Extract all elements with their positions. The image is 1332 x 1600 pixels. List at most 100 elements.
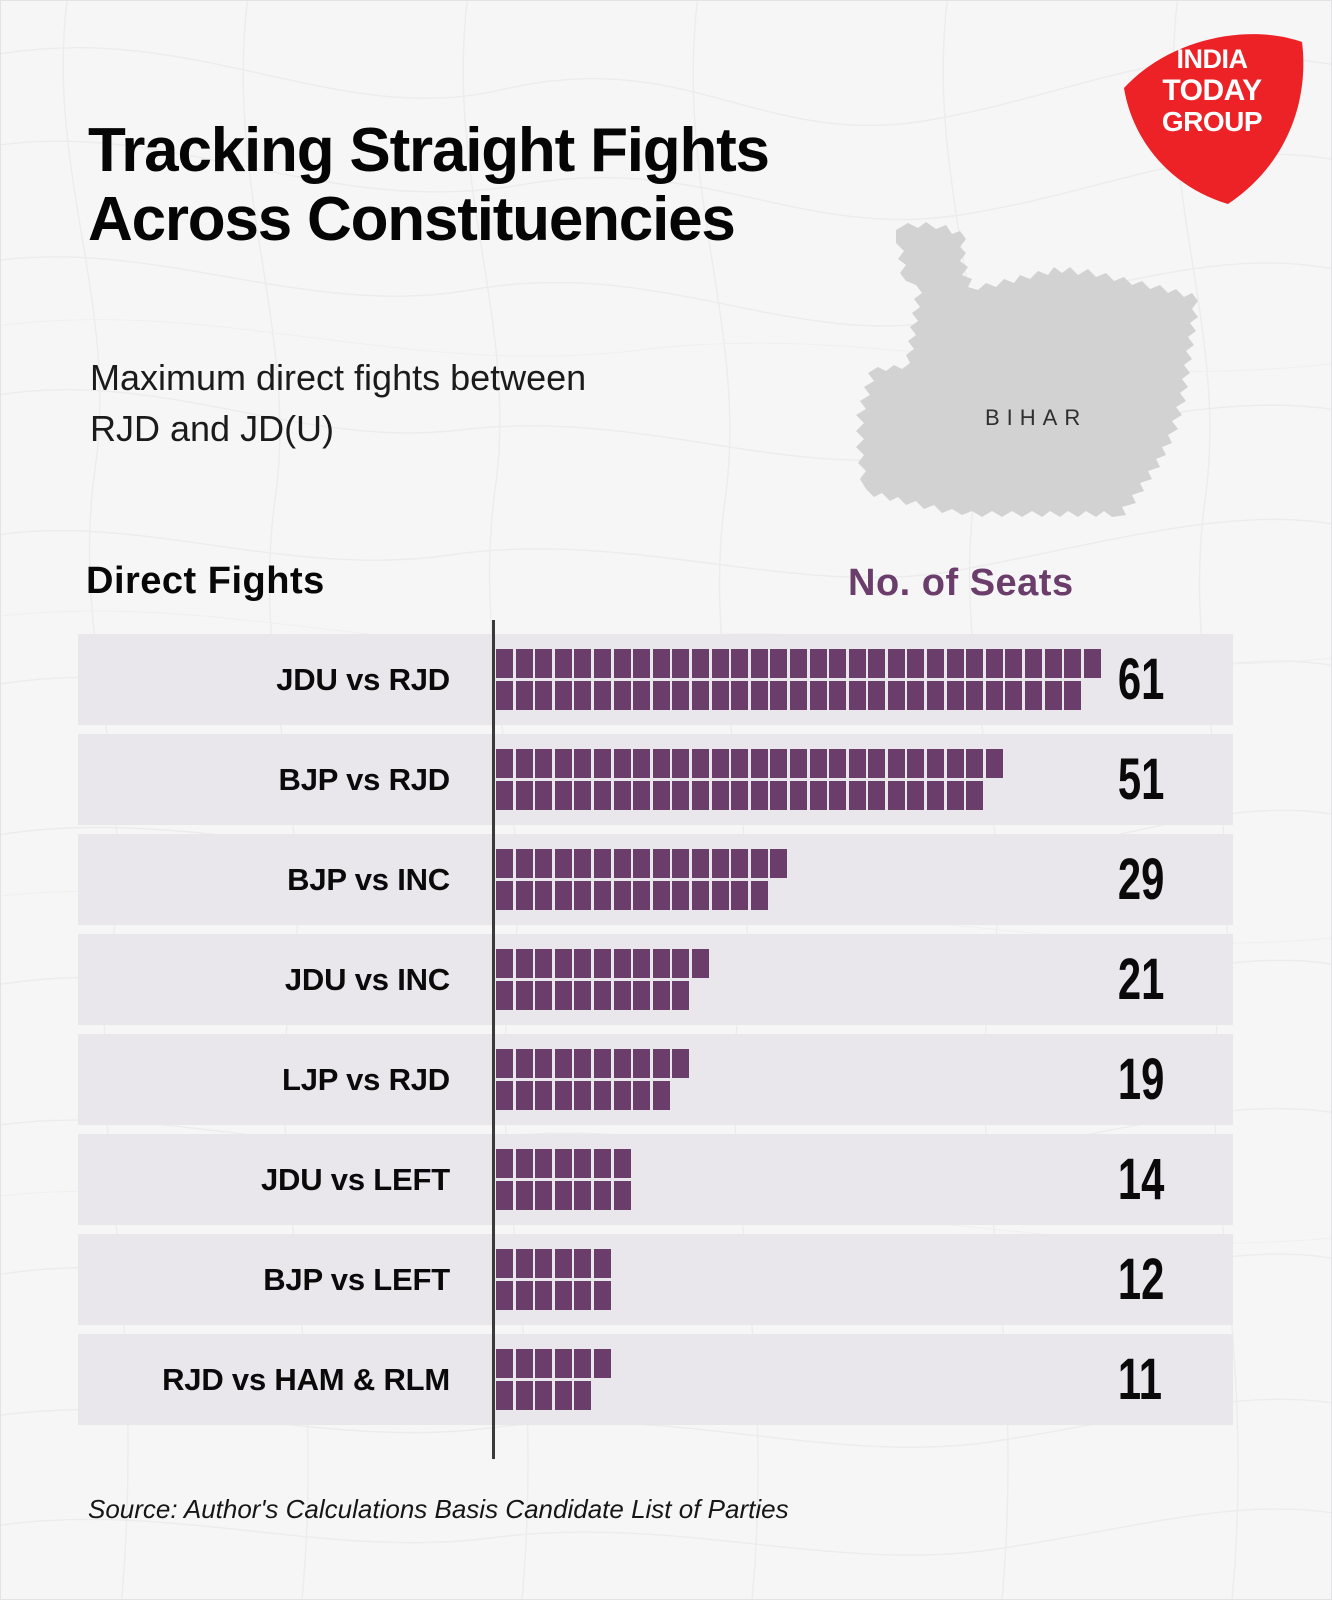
pictogram-square	[809, 681, 827, 710]
pictogram-square	[593, 1149, 611, 1178]
pictogram-square	[633, 781, 651, 810]
pictogram-square	[691, 749, 709, 778]
bihar-map-silhouette	[856, 222, 1198, 517]
pictogram-square	[535, 749, 553, 778]
pictogram-square	[496, 649, 513, 678]
source-note: Source: Author's Calculations Basis Cand…	[88, 1494, 789, 1524]
pictogram-squares	[496, 1249, 611, 1310]
pictogram-square	[574, 1181, 592, 1210]
pictogram-square	[848, 681, 866, 710]
pictogram-square	[496, 1249, 513, 1278]
pictogram-square	[574, 1049, 592, 1078]
pictogram-square	[535, 781, 553, 810]
pictogram-squares	[496, 1149, 631, 1210]
row-label: BJP vs LEFT	[263, 1261, 450, 1297]
pictogram-square	[535, 949, 553, 978]
pictogram-square	[515, 649, 533, 678]
pictogram-square-row	[496, 1349, 611, 1378]
row-value: 19	[1117, 1046, 1165, 1112]
pictogram-square	[593, 1181, 611, 1210]
row-label: JDU vs RJD	[276, 661, 450, 697]
pictogram-square	[496, 1349, 513, 1378]
pictogram-squares	[496, 849, 788, 910]
page-title: Tracking Straight Fights Across Constitu…	[88, 116, 1048, 255]
pictogram-square	[515, 1149, 533, 1178]
row-value: 14	[1117, 1146, 1165, 1212]
pictogram-square	[554, 1281, 572, 1310]
pictogram-square	[652, 881, 670, 910]
pictogram-square	[691, 681, 709, 710]
pictogram-square	[927, 749, 945, 778]
pictogram-square	[515, 949, 533, 978]
column-header-no-of-seats: No. of Seats	[848, 562, 1074, 604]
pictogram-square	[652, 1049, 670, 1078]
pictogram-square	[613, 881, 631, 910]
pictogram-square	[633, 681, 651, 710]
pictogram-square	[574, 1349, 592, 1378]
pictogram-square	[691, 649, 709, 678]
pictogram-square	[633, 649, 651, 678]
pictogram-square	[574, 1381, 592, 1410]
pictogram-square	[829, 749, 847, 778]
pictogram-square	[535, 1281, 553, 1310]
row-label: JDU vs INC	[284, 961, 450, 997]
pictogram-square	[574, 749, 592, 778]
pictogram-square-row	[496, 1281, 611, 1310]
pictogram-square	[554, 749, 572, 778]
pictogram-square	[691, 849, 709, 878]
pictogram-squares	[496, 1349, 611, 1410]
pictogram-square	[672, 749, 690, 778]
pictogram-square	[711, 681, 729, 710]
pictogram-square	[672, 949, 690, 978]
page-subtitle: Maximum direct fights between RJD and JD…	[90, 352, 850, 454]
pictogram-square	[633, 1049, 651, 1078]
pictogram-square	[789, 781, 807, 810]
pictogram-square	[613, 781, 631, 810]
page-title-line-1: Tracking Straight Fights	[88, 116, 770, 185]
pictogram-square	[907, 681, 925, 710]
pictogram-square	[554, 649, 572, 678]
column-header-direct-fights: Direct Fights	[86, 560, 325, 602]
pictogram-square	[633, 981, 651, 1010]
pictogram-square	[535, 1381, 553, 1410]
pictogram-square	[515, 1281, 533, 1310]
page-title-line-2: Across Constituencies	[88, 185, 736, 255]
pictogram-square	[711, 749, 729, 778]
pictogram-square	[750, 881, 768, 910]
pictogram-square	[496, 1081, 513, 1110]
pictogram-square	[868, 781, 886, 810]
row-label: JDU vs LEFT	[260, 1161, 450, 1197]
pictogram-square	[887, 781, 905, 810]
pictogram-square	[809, 749, 827, 778]
pictogram-square	[946, 681, 964, 710]
pictogram-square	[574, 1249, 592, 1278]
pictogram-square	[496, 949, 513, 978]
pictogram-square	[1025, 681, 1043, 710]
pictogram-square	[985, 749, 1003, 778]
pictogram-square	[946, 649, 964, 678]
pictogram-square	[496, 1049, 513, 1078]
vertical-divider	[492, 620, 495, 1459]
pictogram-square	[593, 749, 611, 778]
row-label: LJP vs RJD	[281, 1061, 450, 1097]
pictogram-square	[554, 1081, 572, 1110]
pictogram-square	[554, 1149, 572, 1178]
pictogram-square	[887, 749, 905, 778]
pictogram-square	[613, 849, 631, 878]
pictogram-square	[985, 681, 1003, 710]
pictogram-square	[613, 1149, 631, 1178]
pictogram-square-row	[496, 981, 709, 1010]
pictogram-square	[535, 681, 553, 710]
pictogram-square	[496, 1181, 513, 1210]
pictogram-square	[966, 649, 984, 678]
pictogram-square	[868, 649, 886, 678]
pictogram-square	[574, 949, 592, 978]
pictogram-square	[554, 781, 572, 810]
pictogram-square	[711, 849, 729, 878]
pictogram-square	[887, 649, 905, 678]
pictogram-square-row	[496, 649, 1101, 678]
pictogram-square	[515, 849, 533, 878]
pictogram-square	[907, 649, 925, 678]
pictogram-square	[515, 1349, 533, 1378]
table-row: JDU vs RJD 61	[78, 634, 1233, 725]
